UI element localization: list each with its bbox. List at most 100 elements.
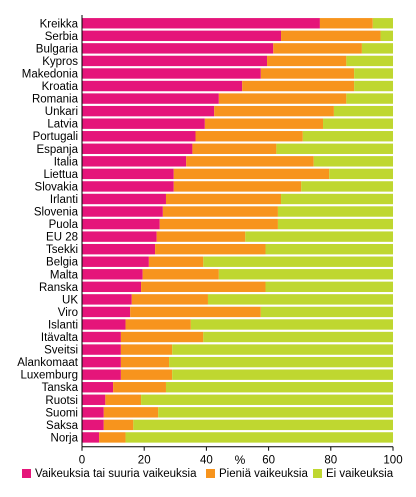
bar-puola-series-3 [277, 218, 393, 230]
category-label-unkari: Unkari [45, 106, 78, 118]
bar-portugali-series-2 [195, 131, 303, 142]
x-axis-title: % [235, 453, 246, 467]
bar-islanti-series-1 [82, 319, 126, 330]
bar-tsekki-series-1 [82, 243, 156, 255]
bar-eu-28-series-1 [82, 231, 157, 242]
bar-slovenia-series-1 [82, 206, 163, 217]
bar-kreikka-series-1 [82, 18, 320, 29]
category-label-kroatia: Kroatia [42, 81, 79, 93]
bar-romania-series-1 [82, 93, 219, 104]
bar-romania-series-3 [346, 93, 393, 104]
bar-bulgaria-series-3 [361, 43, 393, 54]
bar-viro-series-1 [82, 306, 131, 318]
bar-liettua-series-3 [329, 168, 393, 180]
bar-luxemburg-series-3 [172, 369, 393, 380]
category-label-islanti: Islanti [48, 319, 78, 331]
bar-norja-series-2 [99, 432, 126, 443]
bar-unkari-series-3 [333, 105, 393, 117]
legend-label-series-3: Ei vaikeuksia [326, 468, 394, 480]
category-label-puola: Puola [49, 219, 79, 231]
bar-slovenia-series-2 [162, 206, 278, 217]
bar-islanti-series-2 [125, 319, 191, 330]
bar-norja-series-3 [125, 432, 393, 443]
bar-saksa-series-3 [133, 419, 393, 431]
bar-liettua-series-1 [82, 168, 174, 180]
bar-latvia-series-2 [204, 118, 324, 129]
legend-swatch-series-1 [22, 469, 31, 478]
bar-kroatia-series-1 [82, 80, 243, 92]
bar-ranska-series-2 [141, 281, 266, 293]
category-label-espanja: Espanja [36, 144, 78, 156]
bar-slovakia-series-3 [301, 181, 393, 192]
bar-saksa-series-1 [82, 419, 104, 431]
bar-puola-series-1 [82, 218, 160, 230]
x-tick-labels: 0 20 40 60 80 100 [79, 455, 403, 467]
bar-tanska-series-1 [82, 382, 114, 393]
bar-liettua-series-2 [173, 168, 330, 180]
bar-malta-series-3 [218, 269, 393, 280]
category-label-portugali: Portugali [33, 131, 78, 143]
axis-layer [81, 15, 394, 451]
bar-slovakia-series-2 [173, 181, 302, 192]
bar-romania-series-2 [218, 93, 347, 104]
bar-belgia-series-2 [148, 256, 204, 267]
bar-latvia-series-3 [323, 118, 393, 129]
bar-luxemburg-series-2 [120, 369, 173, 380]
category-label-saksa: Saksa [46, 420, 79, 432]
category-label-belgia: Belgia [46, 257, 79, 269]
bar-uk-series-1 [82, 294, 132, 305]
bar-kypros-series-3 [346, 55, 393, 67]
bar-espanja-series-1 [82, 143, 193, 154]
bar-tanska-series-2 [113, 382, 166, 393]
category-label-latvia: Latvia [47, 119, 78, 131]
bar-alankomaat-series-3 [169, 356, 393, 368]
category-label-ruotsi: Ruotsi [45, 395, 78, 407]
bar-puola-series-2 [159, 218, 278, 230]
bar-unkari-series-2 [214, 105, 334, 117]
x-tick-label-40: 40 [200, 455, 213, 467]
bar-itavalta-series-1 [82, 331, 121, 343]
bar-kypros-series-2 [267, 55, 347, 67]
category-label-tanska: Tanska [42, 382, 79, 394]
bar-saksa-series-2 [103, 419, 134, 431]
bar-belgia-series-1 [82, 256, 149, 267]
category-label-itavalta: Itävalta [41, 332, 79, 344]
bar-serbia-series-3 [380, 30, 393, 42]
legend-swatch-series-3 [313, 469, 322, 478]
category-label-slovakia: Slovakia [35, 181, 79, 193]
legend-swatch-series-2 [206, 469, 215, 478]
bar-makedonia-series-2 [260, 68, 355, 79]
bar-irlanti-series-3 [281, 193, 393, 205]
bar-malta-series-1 [82, 269, 143, 280]
bar-suomi-series-1 [82, 407, 104, 418]
bar-espanja-series-2 [192, 143, 277, 154]
bar-viro-series-3 [260, 306, 393, 318]
legend-label-series-2: Pieniä vaikeuksia [219, 468, 308, 480]
category-label-liettua: Liettua [43, 169, 78, 181]
bar-ruotsi-series-1 [82, 394, 106, 405]
bar-tsekki-series-3 [265, 243, 393, 255]
category-label-tsekki: Tsekki [46, 244, 78, 256]
category-label-slovenia: Slovenia [34, 207, 79, 219]
bar-kreikka-series-2 [319, 18, 373, 29]
bar-malta-series-2 [142, 269, 219, 280]
bar-viro-series-2 [130, 306, 261, 318]
bar-irlanti-series-2 [165, 193, 282, 205]
category-label-malta: Malta [50, 269, 79, 281]
bar-slovakia-series-1 [82, 181, 174, 192]
category-label-norja: Norja [51, 432, 79, 444]
bar-kypros-series-1 [82, 55, 268, 67]
category-label-alankomaat: Alankomaat [17, 357, 79, 369]
bar-norja-series-1 [82, 432, 100, 443]
bar-ruotsi-series-2 [105, 394, 142, 405]
category-label-sveitsi: Sveitsi [44, 345, 78, 357]
category-label-suomi: Suomi [45, 407, 78, 419]
bar-slovenia-series-3 [277, 206, 393, 217]
category-label-irlanti: Irlanti [50, 194, 78, 206]
bar-ruotsi-series-3 [141, 394, 393, 405]
x-tick-label-100: 100 [383, 455, 402, 467]
category-label-uk: UK [62, 294, 78, 306]
bar-italia-series-2 [186, 156, 314, 167]
category-labels: KreikkaSerbiaBulgariaKyprosMakedoniaKroa… [17, 18, 79, 444]
